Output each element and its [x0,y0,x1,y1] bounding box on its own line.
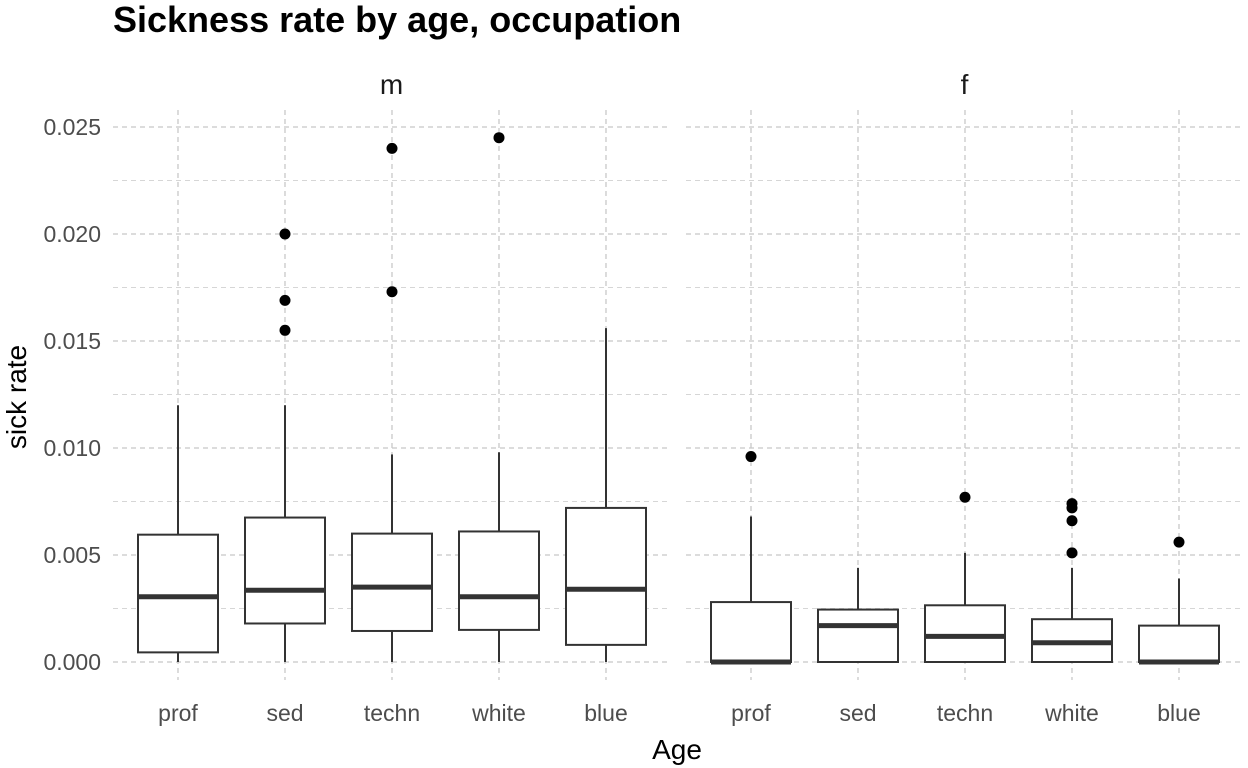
box-body [1138,624,1220,663]
box-f-sed [817,567,899,664]
box-body [351,532,433,632]
box-m-prof [137,405,219,662]
box-f-blue [1138,536,1220,665]
y-tick-label: 0.020 [43,221,101,247]
outlier-point [386,142,398,154]
outlier-point [1066,547,1078,559]
box-f-white [1031,498,1113,664]
x-axis-label: Age [652,734,702,765]
y-axis-label: sick rate [1,345,32,449]
box-body [458,530,540,631]
x-tick-label: techn [937,700,993,726]
y-tick-label: 0.005 [43,542,101,568]
x-tick-label: blue [1157,700,1200,726]
x-tick-label: white [471,700,526,726]
y-axis: 0.000 0.005 0.010 0.015 0.020 0.025 [43,114,101,675]
x-tick-label: prof [731,700,771,726]
panel-m: m prof sed techn white blue [137,69,647,726]
panel-f: f prof sed techn white blue [710,69,1220,726]
outlier-point [959,491,971,503]
outlier-point [279,324,291,336]
x-tick-label: sed [266,700,303,726]
box-f-prof [710,451,792,665]
y-tick-label: 0.025 [43,114,101,140]
outlier-point [1066,515,1078,527]
x-tick-label: prof [158,700,198,726]
chart-title: Sickness rate by age, occupation [113,0,681,40]
box-body [924,604,1006,663]
panel-strip-label: m [380,69,403,100]
box-m-sed [244,228,326,662]
outlier-point [493,132,505,144]
box-body [137,533,219,654]
outlier-point [279,294,291,306]
outlier-point [386,286,398,298]
outlier-point [1066,498,1078,510]
box-body [710,601,792,664]
x-tick-label: techn [364,700,420,726]
panels: m prof sed techn white blue f prof sed techn white… [137,69,1220,726]
box-m-white [458,132,540,662]
outlier-point [745,451,757,463]
box-m-blue [565,328,647,662]
panel-strip-label: f [961,69,969,100]
x-tick-label: sed [839,700,876,726]
y-tick-label: 0.000 [43,649,101,675]
box-body [244,516,326,625]
x-tick-label: white [1044,700,1099,726]
box-body [565,506,647,646]
x-tick-label: blue [584,700,627,726]
outlier-point [1173,536,1185,548]
box-body [817,608,899,664]
box-f-techn [924,491,1006,663]
y-tick-label: 0.015 [43,328,101,354]
outlier-point [279,228,291,240]
y-tick-label: 0.010 [43,435,101,461]
box-m-techn [351,142,433,662]
